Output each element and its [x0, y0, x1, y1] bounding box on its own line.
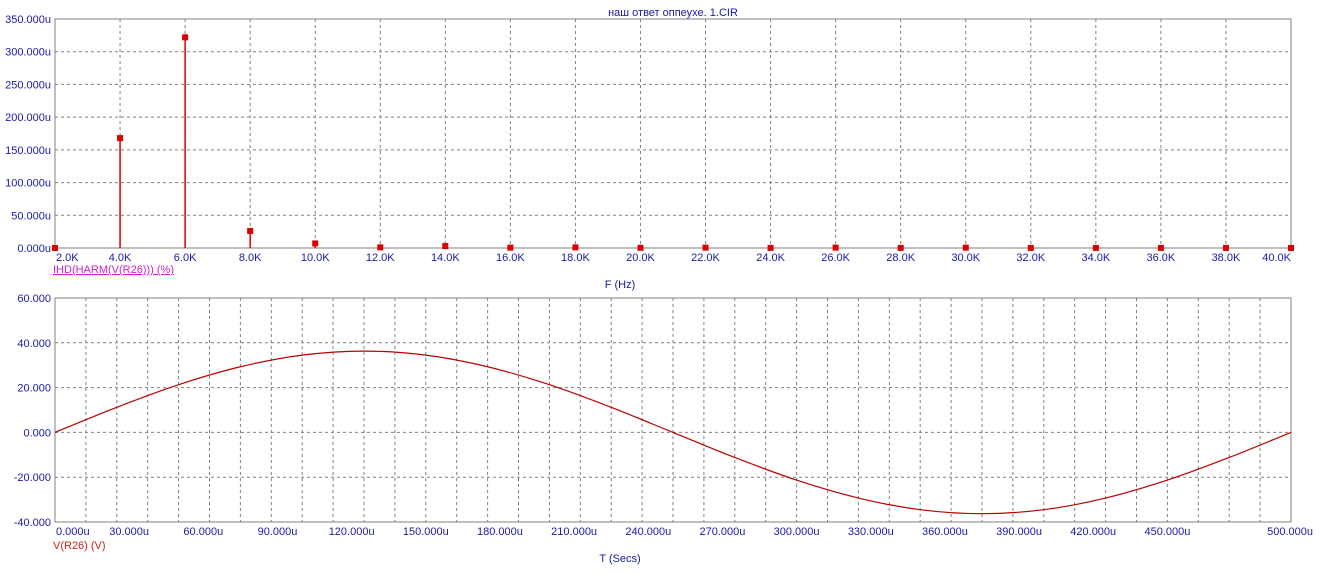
top-y-axis: 0.000u 50.000u 100.000u 150.000u 200.000u 250…	[5, 14, 51, 255]
top-x-tick-label: 24.0K	[756, 252, 785, 264]
top-x-tick-label: 38.0K	[1212, 252, 1241, 264]
bottom-y-tick-label: -20.000	[14, 472, 51, 484]
bottom-x-tick-label: 500.000u	[1267, 526, 1313, 538]
bottom-plot-frame	[54, 297, 1292, 523]
bottom-x-axis: 0.000u 30.000u 60.000u 90.000u 120.000u 150.0…	[56, 526, 1313, 538]
harmonic-marker	[702, 244, 709, 251]
bottom-y-axis-label[interactable]: V(R26) (V)	[53, 540, 106, 552]
top-y-tick-label: 350.000u	[5, 14, 51, 26]
top-x-tick-label: 12.0K	[366, 252, 395, 264]
bottom-x-tick-label: 390.000u	[996, 526, 1042, 538]
harmonic-marker	[637, 244, 644, 251]
harmonic-marker	[507, 244, 514, 251]
harmonic-marker	[247, 227, 254, 234]
bottom-x-axis-label: T (Secs)	[599, 553, 640, 565]
harmonic-marker	[442, 243, 449, 250]
bottom-y-axis: -40.000 -20.000 0.000 20.000 40.000 60.000	[14, 293, 51, 529]
bottom-y-tick-label: 0.000	[23, 427, 51, 439]
harmonic-marker	[1027, 244, 1034, 251]
top-x-tick-label: 34.0K	[1081, 252, 1110, 264]
top-y-tick-label: 300.000u	[5, 47, 51, 59]
top-x-tick-label: 32.0K	[1016, 252, 1045, 264]
voltage-panel: -40.000 -20.000 0.000 20.000 40.000 60.000 0.…	[14, 293, 1313, 565]
top-x-tick-label: 14.0K	[431, 252, 460, 264]
harmonic-marker	[117, 135, 124, 142]
bottom-x-tick-label: 240.000u	[625, 526, 671, 538]
top-x-tick-label: 4.0K	[109, 252, 132, 264]
harmonic-bars	[52, 34, 1294, 251]
bottom-y-tick-label: 60.000	[17, 293, 51, 305]
harmonic-marker	[1288, 245, 1294, 251]
harmonic-marker	[1157, 244, 1164, 251]
top-x-tick-label: 30.0K	[951, 252, 980, 264]
harmonic-marker	[1222, 244, 1229, 251]
top-y-tick-label: 0.000u	[17, 243, 51, 255]
chart-title: наш ответ оппеухе. 1.CIR	[608, 7, 738, 19]
top-x-axis-label: F (Hz)	[605, 279, 636, 291]
harmonic-marker	[1092, 244, 1099, 251]
top-x-tick-label: 28.0K	[886, 252, 915, 264]
bottom-x-tick-label: 330.000u	[848, 526, 894, 538]
top-y-tick-label: 250.000u	[5, 79, 51, 91]
harmonic-marker	[767, 244, 774, 251]
top-x-tick-label: 6.0K	[174, 252, 197, 264]
bottom-x-tick-label: 60.000u	[183, 526, 223, 538]
top-x-tick-label: 20.0K	[626, 252, 655, 264]
harmonic-marker	[377, 244, 384, 251]
bottom-x-tick-label: 360.000u	[922, 526, 968, 538]
top-x-tick-label: 26.0K	[821, 252, 850, 264]
harmonic-distortion-panel: наш ответ оппеухе. 1.CIR 0.000u 50.000u 10…	[5, 7, 1294, 291]
top-x-tick-label: 36.0K	[1147, 252, 1176, 264]
top-x-tick-label: 2.0K	[56, 252, 79, 264]
top-x-tick-label: 8.0K	[239, 252, 262, 264]
top-x-tick-label: 40.0K	[1262, 252, 1291, 264]
bottom-x-tick-label: 90.000u	[258, 526, 298, 538]
top-x-tick-label: 22.0K	[691, 252, 720, 264]
bottom-x-tick-label: 180.000u	[477, 526, 523, 538]
top-plot-frame	[54, 18, 1292, 249]
harmonic-marker	[182, 34, 189, 41]
top-y-tick-label: 200.000u	[5, 112, 51, 124]
bottom-x-tick-label: 210.000u	[551, 526, 597, 538]
harmonic-marker	[52, 245, 58, 251]
harmonic-marker	[572, 244, 579, 251]
bottom-y-tick-label: 40.000	[17, 338, 51, 350]
top-y-tick-label: 150.000u	[5, 145, 51, 157]
bottom-x-tick-label: 270.000u	[699, 526, 745, 538]
harmonic-marker	[832, 244, 839, 251]
bottom-x-tick-label: 150.000u	[403, 526, 449, 538]
top-x-tick-label: 16.0K	[496, 252, 525, 264]
bottom-y-tick-label: 20.000	[17, 383, 51, 395]
harmonic-marker	[312, 240, 319, 247]
bottom-x-tick-label: 30.000u	[109, 526, 149, 538]
bottom-x-tick-label: 450.000u	[1144, 526, 1190, 538]
top-y-axis-label[interactable]: IHD(HARM(V(R26))) (%)	[53, 264, 174, 276]
top-x-axis: 2.0K 4.0K 6.0K 8.0K 10.0K 12.0K 14.0K 16.0K 18.0…	[56, 252, 1292, 264]
top-x-tick-label: 18.0K	[561, 252, 590, 264]
bottom-y-tick-label: -40.000	[14, 517, 51, 529]
bottom-x-tick-label: 420.000u	[1070, 526, 1116, 538]
top-y-tick-label: 100.000u	[5, 178, 51, 190]
bottom-x-tick-label: 0.000u	[56, 526, 90, 538]
harmonic-marker	[897, 244, 904, 251]
voltage-series-line	[54, 350, 1292, 515]
top-y-tick-label: 50.000u	[11, 210, 51, 222]
bottom-x-tick-label: 120.000u	[329, 526, 375, 538]
top-x-tick-label: 10.0K	[301, 252, 330, 264]
top-grid	[55, 19, 1291, 248]
harmonic-marker	[962, 244, 969, 251]
bottom-grid	[55, 298, 1291, 522]
bottom-x-tick-label: 300.000u	[774, 526, 820, 538]
